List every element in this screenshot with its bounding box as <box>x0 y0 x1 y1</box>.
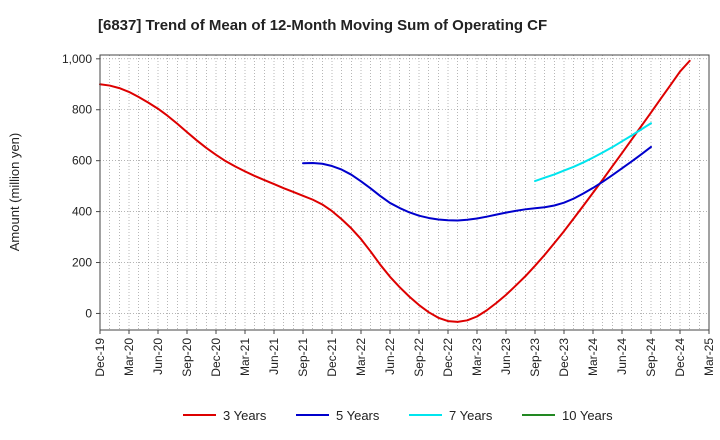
x-tick-label: Jun-24 <box>615 338 629 375</box>
plot-frame <box>99 54 710 331</box>
legend-label: 5 Years <box>336 408 380 423</box>
series-line-5-years <box>302 145 652 222</box>
x-tick-label: Mar-23 <box>470 338 484 376</box>
x-tick-label: Jun-20 <box>151 338 165 375</box>
x-tick-label: Dec-24 <box>673 338 687 377</box>
x-tick-label: Jun-23 <box>499 338 513 375</box>
x-tick-label: Mar-25 <box>702 338 716 376</box>
x-tick-label: Dec-20 <box>209 338 223 377</box>
x-tick-label: Dec-22 <box>441 338 455 377</box>
x-tick-label: Mar-24 <box>586 338 600 376</box>
x-tick-label: Sep-24 <box>644 338 658 377</box>
x-tick-label: Jun-22 <box>383 338 397 375</box>
x-tick-label: Jun-21 <box>267 338 281 375</box>
y-tick-label: 200 <box>72 256 92 270</box>
x-tick-label: Sep-23 <box>528 338 542 377</box>
grid <box>100 55 709 330</box>
series-line-3-years <box>99 59 691 323</box>
y-ticks: 0 200 400 600 800 1,000 <box>62 52 100 320</box>
y-tick-label: 600 <box>72 154 92 168</box>
x-tick-label: Mar-20 <box>122 338 136 376</box>
x-tick-label: Dec-23 <box>557 338 571 377</box>
x-tick-label: Sep-20 <box>180 338 194 377</box>
series-line-7-years <box>534 122 652 183</box>
x-tick-label: Sep-22 <box>412 338 426 377</box>
y-tick-label: 0 <box>85 306 92 320</box>
x-ticks: Dec-19 Mar-20 Jun-20 Sep-20 Dec-20 Mar-21 Jun-… <box>93 330 716 377</box>
x-tick-label: Mar-22 <box>354 338 368 376</box>
chart-title: [6837] Trend of Mean of 12-Month Moving … <box>98 17 547 34</box>
x-tick-label: Sep-21 <box>296 338 310 377</box>
legend-label: 10 Years <box>562 408 613 423</box>
y-tick-label: 1,000 <box>62 52 92 66</box>
y-tick-label: 800 <box>72 103 92 117</box>
x-tick-label: Dec-19 <box>93 338 107 377</box>
legend-label: 3 Years <box>223 408 267 423</box>
x-tick-label: Mar-21 <box>238 338 252 376</box>
x-tick-label: Dec-21 <box>325 338 339 377</box>
legend: 3 Years 5 Years 7 Years 10 Years <box>183 408 613 423</box>
y-axis-label: Amount (million yen) <box>7 133 22 252</box>
legend-label: 7 Years <box>449 408 493 423</box>
y-tick-label: 400 <box>72 205 92 219</box>
series-group <box>99 59 691 323</box>
